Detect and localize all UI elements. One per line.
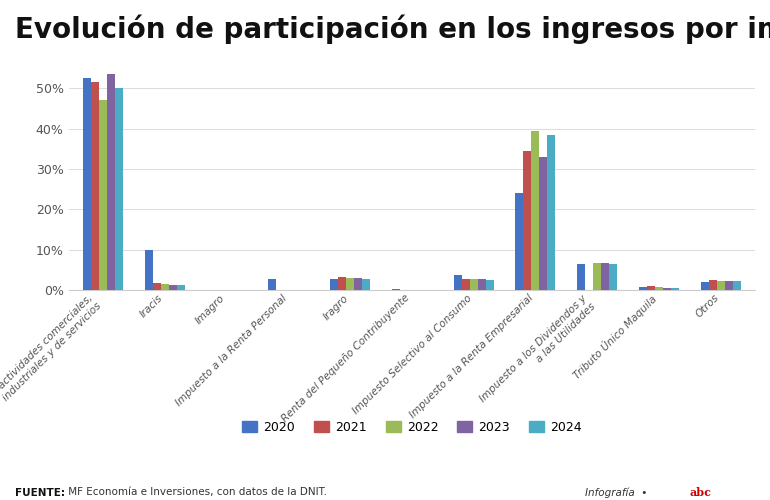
Bar <box>477 279 486 290</box>
Bar <box>708 280 717 290</box>
Bar <box>725 281 733 290</box>
Text: MF Economía e Inversiones, con datos de la DNIT.: MF Economía e Inversiones, con datos de … <box>65 488 327 498</box>
Bar <box>99 100 107 290</box>
Bar <box>346 278 354 290</box>
Bar <box>107 74 116 290</box>
Bar <box>454 274 462 290</box>
Bar <box>269 278 276 290</box>
Bar <box>116 88 123 290</box>
Bar <box>647 286 655 290</box>
Bar <box>577 264 585 290</box>
Bar <box>354 278 362 290</box>
Bar <box>392 289 400 290</box>
Bar <box>593 262 601 290</box>
Bar <box>145 250 153 290</box>
Bar <box>717 281 725 290</box>
Text: Infografía  •: Infografía • <box>585 487 648 498</box>
Bar <box>462 278 470 290</box>
Bar <box>515 193 524 290</box>
Bar <box>524 151 531 290</box>
Bar <box>153 282 161 290</box>
Bar <box>486 280 494 290</box>
Bar <box>671 288 679 290</box>
Bar <box>338 277 346 290</box>
Bar <box>91 82 99 290</box>
Text: FUENTE:: FUENTE: <box>15 488 65 498</box>
Bar <box>609 264 618 290</box>
Bar <box>540 157 547 290</box>
Text: Evolución de participación en los ingresos por impuestos: Evolución de participación en los ingres… <box>15 15 770 44</box>
Text: abc: abc <box>689 486 711 498</box>
Bar <box>639 287 647 290</box>
Bar <box>169 285 177 290</box>
Bar <box>547 134 555 290</box>
Bar <box>701 282 708 290</box>
Bar <box>330 278 338 290</box>
Legend: 2020, 2021, 2022, 2023, 2024: 2020, 2021, 2022, 2023, 2024 <box>237 416 587 439</box>
Bar <box>733 280 741 290</box>
Bar <box>362 278 370 290</box>
Bar <box>83 78 91 290</box>
Bar <box>161 284 169 290</box>
Bar <box>531 130 540 290</box>
Bar <box>663 288 671 290</box>
Bar <box>655 287 663 290</box>
Bar <box>470 278 477 290</box>
Bar <box>601 262 609 290</box>
Bar <box>177 285 185 290</box>
